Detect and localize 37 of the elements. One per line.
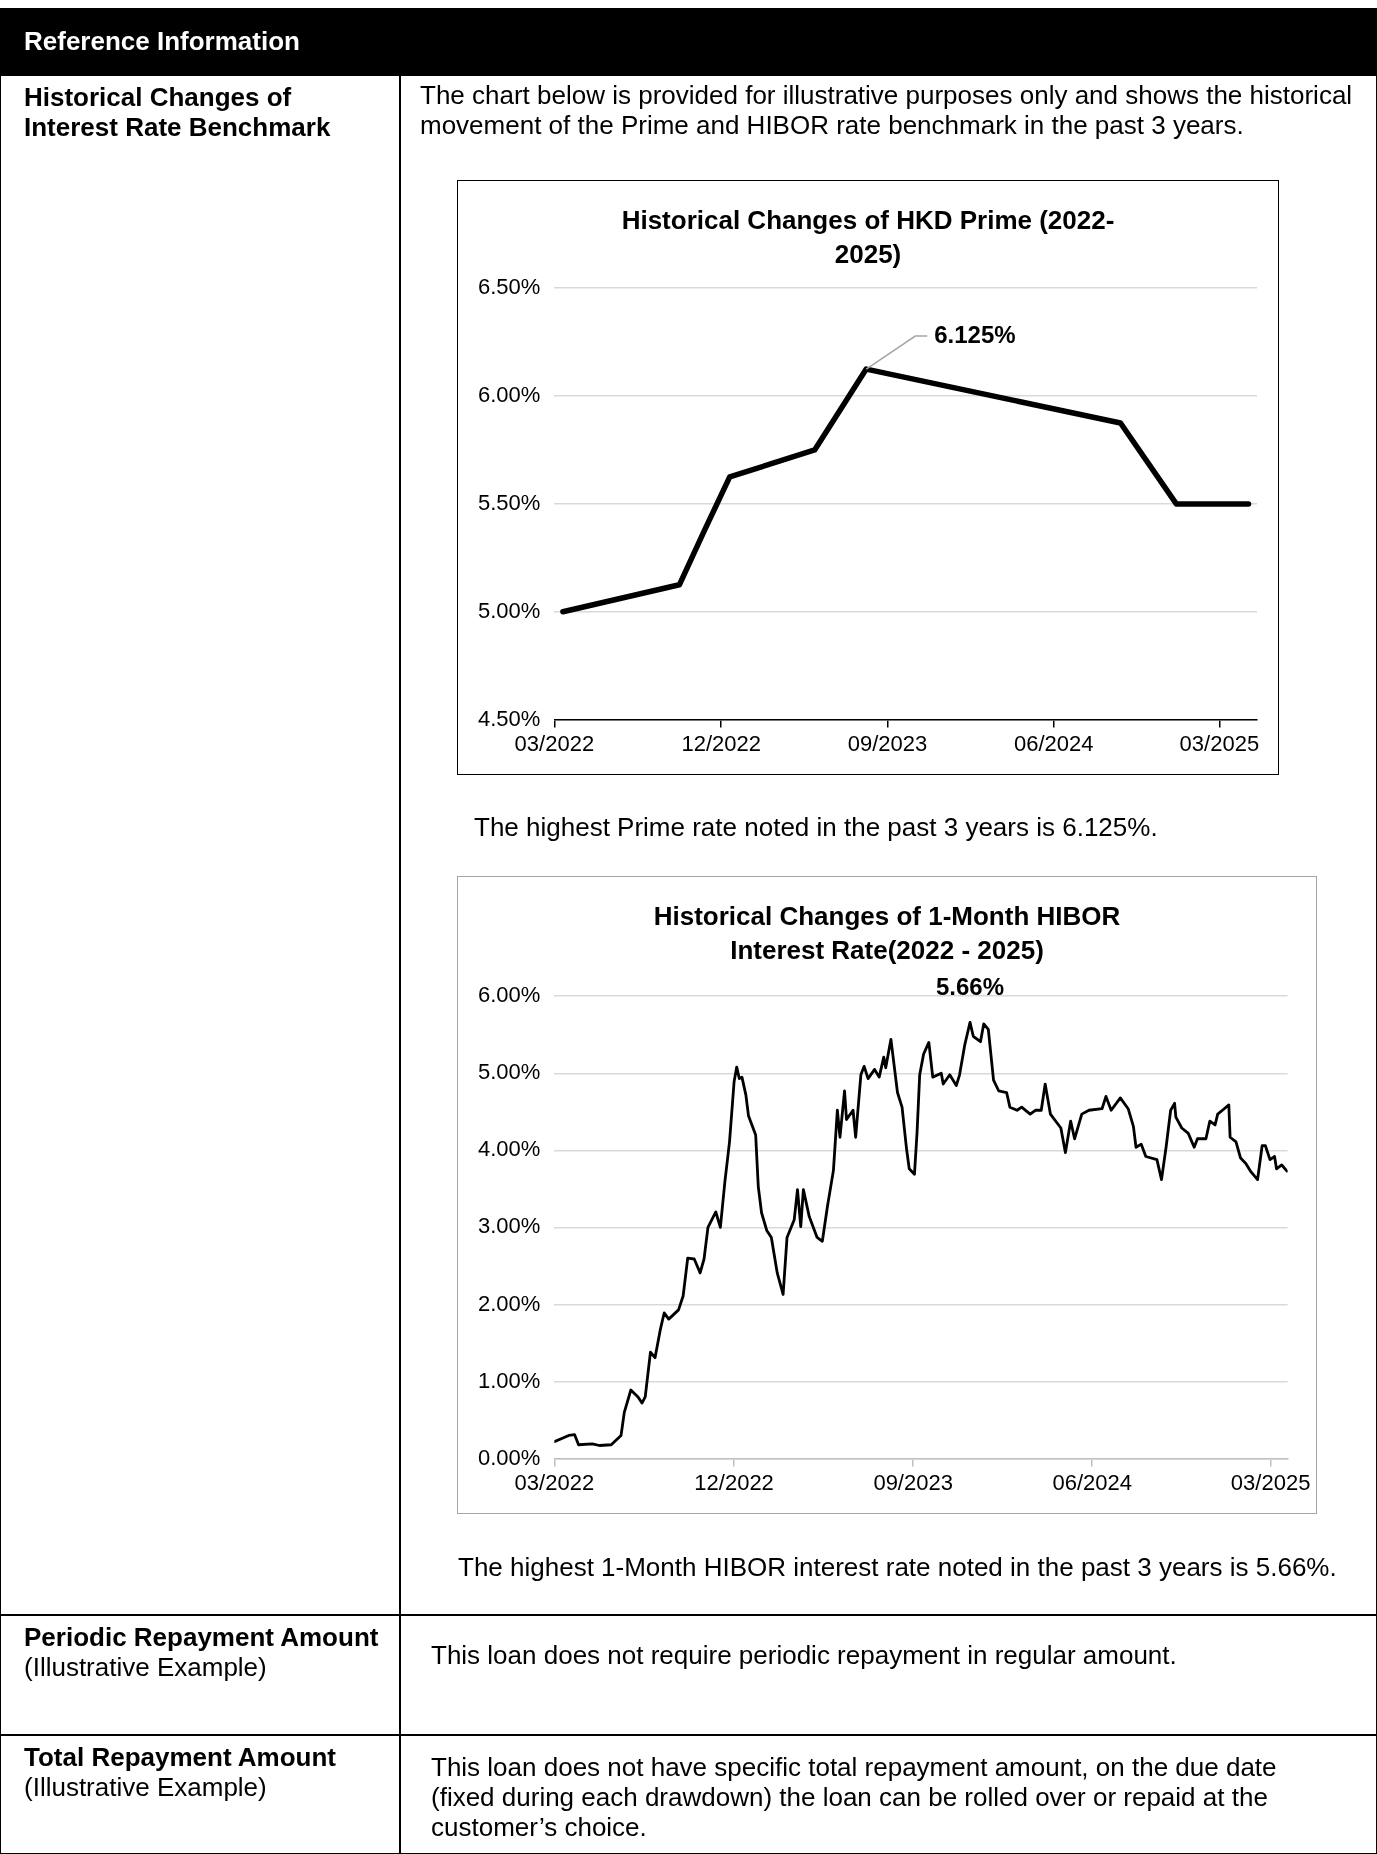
text: Total Repayment Amount xyxy=(24,1742,337,1772)
x-tick-label: 12/2022 xyxy=(681,730,761,756)
chart-title: Historical Changes of HKD Prime (2022-2025) xyxy=(620,204,1116,271)
y-tick-label: 4.00% xyxy=(477,1136,541,1162)
text: (Illustrative Example) xyxy=(24,1652,267,1682)
x-tick-label: 06/2024 xyxy=(1052,1469,1132,1495)
y-tick-label: 6.00% xyxy=(477,382,541,408)
x-tick-label: 09/2023 xyxy=(873,1469,953,1495)
chart-title: Historical Changes of 1-Month HIBOR Interest Rate(2022 - 2025) xyxy=(652,900,1122,967)
text: The chart below is provided for illustrative purposes only and shows the historical movement of the Prime and HIBOR rate benchmark in the past 3 years. xyxy=(420,80,1354,140)
text: The highest Prime rate noted in the past 3 years is 6.125%. xyxy=(474,812,1159,842)
y-tick-label: 5.00% xyxy=(477,1059,541,1085)
y-tick-label: 6.50% xyxy=(477,274,541,300)
y-tick-label: 3.00% xyxy=(477,1213,541,1239)
x-tick-label: 03/2025 xyxy=(1179,730,1260,756)
text: This loan does not require periodic repayment in regular amount. xyxy=(431,1640,1178,1670)
text: Periodic Repayment Amount xyxy=(24,1622,379,1652)
y-tick-label: 5.50% xyxy=(477,489,541,515)
annotation: 6.125% xyxy=(934,320,1016,348)
text: (Illustrative Example) xyxy=(24,1772,268,1802)
x-tick-label: 03/2022 xyxy=(514,730,595,756)
x-tick-label: 12/2022 xyxy=(694,1469,774,1495)
y-tick-label: 0.00% xyxy=(477,1444,541,1470)
y-tick-label: 1.00% xyxy=(477,1367,541,1393)
x-tick-label: 06/2024 xyxy=(1013,730,1094,756)
text: The highest 1-Month HIBOR interest rate noted in the past 3 years is 5.66%. xyxy=(458,1552,1338,1582)
text: Historical Changes of Interest Rate Benchmark xyxy=(24,82,332,142)
text: Reference Information xyxy=(24,26,301,56)
text: This loan does not have specific total repayment amount, on the due date (fixed during each drawdown) the loan can be rolled over or repaid at the customer’s choice. xyxy=(431,1752,1278,1842)
x-tick-label: 09/2023 xyxy=(847,730,928,756)
x-tick-label: 03/2022 xyxy=(514,1469,595,1495)
annotation: 5.66% xyxy=(935,973,1005,1001)
y-tick-label: 2.00% xyxy=(477,1290,541,1316)
y-tick-label: 6.00% xyxy=(477,982,541,1008)
y-tick-label: 5.00% xyxy=(477,597,541,623)
x-tick-label: 03/2025 xyxy=(1230,1469,1311,1495)
y-tick-label: 4.50% xyxy=(477,705,541,731)
